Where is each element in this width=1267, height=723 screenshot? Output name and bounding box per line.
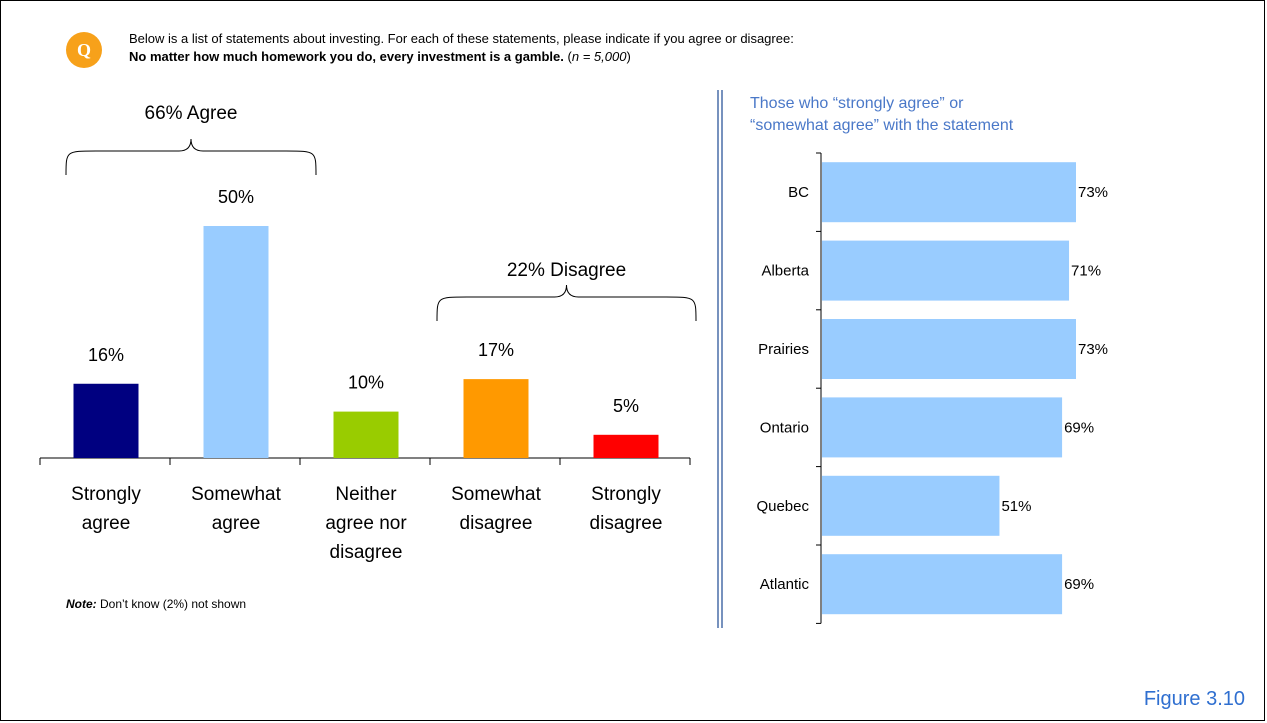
figure-label: Figure 3.10 [1143,688,1245,710]
note-text: Don’t know (2%) not shown [96,597,247,611]
sample-suffix: ) [626,49,631,64]
question-statement: No matter how much homework you do, ever… [129,49,564,64]
sample-prefix: ( [567,49,572,64]
question-text: Below is a list of statements about inve… [129,30,794,66]
note-label: Note: [66,597,97,611]
sample-size: n = 5,000 [571,49,627,64]
chart-note: Note: Don’t know (2%) not shown [66,597,246,611]
question-intro: Below is a list of statements about inve… [129,31,794,46]
question-badge-icon: Q [66,32,102,68]
question-statement-line: No matter how much homework you do, ever… [129,48,794,66]
